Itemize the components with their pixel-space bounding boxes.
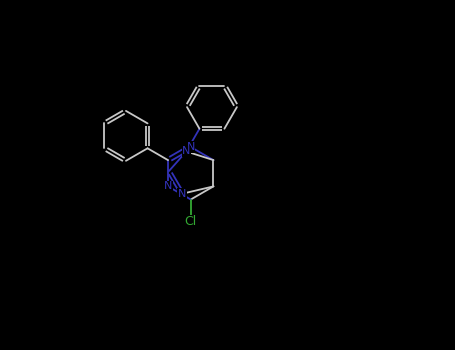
Text: Cl: Cl: [185, 215, 197, 228]
Text: N: N: [164, 181, 172, 191]
Text: N: N: [182, 146, 191, 156]
Text: N: N: [187, 142, 195, 152]
Text: N: N: [178, 189, 187, 199]
